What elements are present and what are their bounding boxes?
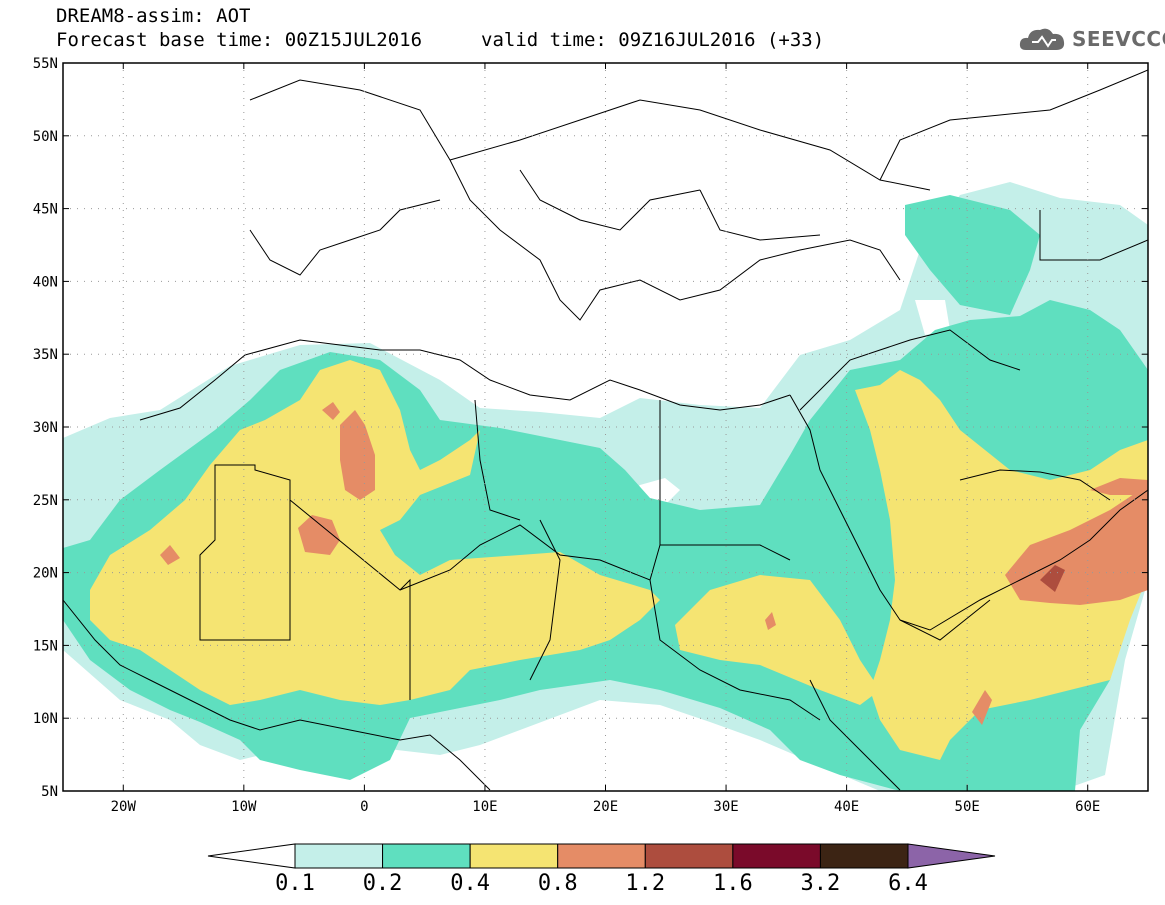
aot-band-0.8: [322, 402, 340, 420]
colorbar-tick-label: 1.2: [625, 871, 666, 896]
aot-band-0.8: [340, 410, 375, 500]
colorbar-swatch: [819, 843, 909, 869]
lon-tick-label: 0: [360, 799, 368, 815]
colorbar-tick-label: 0.4: [450, 871, 491, 896]
aot-band-0.4: [855, 370, 1148, 760]
aot-band-0.4: [675, 575, 880, 705]
colorbar: [207, 843, 996, 869]
forecast-base-time: Forecast base time: 00Z15JUL2016: [56, 29, 423, 51]
lat-tick-label: 5N: [41, 784, 58, 800]
lat-tick-label: 40N: [33, 274, 58, 290]
lat-tick-label: 30N: [33, 420, 58, 436]
aot-band-0.8: [298, 515, 340, 555]
aot-low-patch: [915, 300, 950, 335]
lon-tick-label: 60E: [1075, 799, 1100, 815]
lat-tick-label: 25N: [33, 493, 58, 509]
colorbar-swatch: [469, 843, 559, 869]
logo-text: SEEVCCC: [1072, 27, 1165, 51]
valid-time: valid time: 09Z16JUL2016 (+33): [481, 29, 825, 51]
lon-tick-label: 10E: [472, 799, 497, 815]
aot-band-1.2: [1040, 565, 1065, 592]
colorbar-tick-label: 0.8: [537, 871, 578, 896]
aot-band-0.4: [90, 360, 660, 705]
lon-tick-label: 20E: [593, 799, 618, 815]
colorbar-swatch: [294, 843, 384, 869]
lon-tick-label: 10W: [231, 799, 257, 815]
lat-tick-label: 50N: [33, 129, 58, 145]
aot-band-0.8: [160, 545, 180, 565]
lat-tick-label: 45N: [33, 202, 58, 218]
colorbar-swatch: [732, 843, 821, 869]
forecast-time-line: Forecast base time: 00Z15JUL2016 valid ti…: [56, 29, 824, 51]
axis-labels: 55N 50N 45N 40N 35N 30N 25N 20N 15N 10N 5N 20W 10W 0 1…: [33, 56, 1101, 815]
lon-tick-label: 40E: [834, 799, 859, 815]
map-title: DREAM8-assim: AOT: [56, 5, 251, 27]
lon-tick-label: 20W: [111, 799, 137, 815]
axis-ticks: [63, 62, 1148, 792]
colorbar-swatch: [644, 843, 734, 869]
cloud-icon: [1019, 28, 1065, 50]
colorbar-tick-label: 0.1: [275, 871, 315, 896]
colorbar-swatch: [382, 843, 471, 869]
lat-tick-label: 35N: [33, 347, 58, 363]
colorbar-tick-label: 6.4: [888, 871, 928, 896]
aot-band-0.8: [1090, 478, 1148, 495]
colorbar-tick-label: 3.2: [800, 871, 841, 896]
aot-field: [63, 69, 1148, 791]
lat-lon-grid: [63, 63, 1148, 791]
seevccc-logo: SEEVCCC: [1018, 22, 1165, 56]
aot-band-0.8: [765, 612, 776, 630]
lon-tick-label: 30E: [713, 799, 738, 815]
colorbar-swatch: [207, 843, 296, 869]
colorbar-tick-label: 0.2: [362, 871, 403, 896]
lon-tick-label: 50E: [955, 799, 980, 815]
lat-tick-label: 55N: [33, 56, 58, 72]
lat-tick-label: 10N: [33, 711, 58, 727]
colorbar-swatch: [557, 843, 646, 869]
aot-band-0.2: [905, 195, 1040, 315]
lat-tick-label: 20N: [33, 566, 58, 582]
aot-band-0.8: [972, 690, 992, 725]
aot-band-0.8: [1005, 485, 1148, 605]
lat-tick-label: 15N: [33, 638, 58, 654]
colorbar-tick-label: 1.6: [712, 871, 753, 896]
country-borders: [63, 69, 1148, 791]
colorbar-swatch: [907, 843, 996, 869]
